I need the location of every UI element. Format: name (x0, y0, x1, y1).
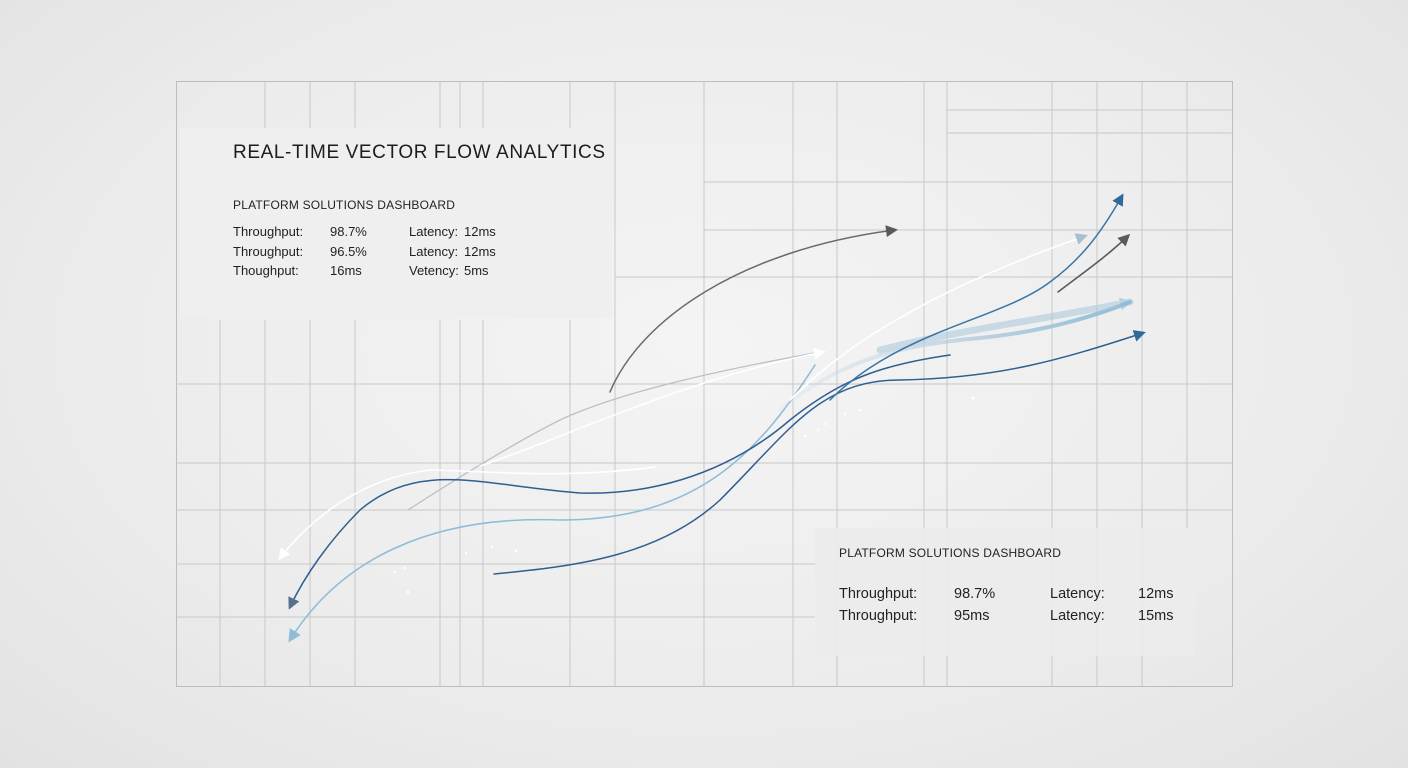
info-panel-backdrop (180, 128, 612, 318)
metric-label: Latency: (409, 224, 459, 239)
particle (816, 428, 820, 432)
metric-label: Throughput: (839, 608, 918, 624)
particle (464, 551, 468, 555)
flow-ribbon-light-blue (778, 300, 1132, 412)
flow-line-faint-gray (407, 351, 821, 511)
panel-subtitle: PLATFORM SOLUTIONS DASHBOARD (233, 198, 456, 212)
grid (176, 81, 1233, 687)
particle (803, 434, 807, 438)
metric-label: Vetency: (409, 263, 459, 278)
particle-dots (393, 396, 975, 594)
metric-value: 12ms (464, 224, 496, 239)
flow-line-white-reverse (278, 466, 656, 561)
panel-subtitle: PLATFORM SOLUTIONS DASHBOARD (839, 546, 1062, 560)
metric-label: Thoughput: (233, 263, 299, 278)
metric-value: 16ms (330, 263, 362, 278)
particle (971, 396, 975, 400)
metric-value: 95ms (954, 608, 990, 624)
metric-value: 98.7% (954, 586, 996, 602)
metric-value: 96.5% (330, 244, 367, 259)
page-title: REAL-TIME VECTOR FLOW ANALYTICS (233, 142, 606, 163)
info-panel-backdrop-secondary (815, 528, 1195, 656)
metric-value: 98.7% (330, 224, 367, 239)
particle (490, 545, 494, 549)
secondary-info-panel: PLATFORM SOLUTIONS DASHBOARD Throughput:… (815, 528, 1195, 658)
flow-vectors (278, 193, 1146, 643)
particle (406, 590, 410, 594)
metric-label: Latency: (409, 244, 459, 259)
particle (843, 412, 847, 416)
particle (824, 422, 828, 426)
flow-line-blue-steep (829, 193, 1124, 401)
flow-ribbon-light-blue-upper (876, 297, 1134, 354)
flow-line-dark-blue-main (493, 330, 1146, 575)
flow-line-dark-gray-short (1057, 233, 1131, 293)
flow-line-white-upper (789, 233, 1088, 401)
particle (858, 408, 862, 412)
metric-label: Latency: (1050, 586, 1105, 602)
metric-label: Throughput: (233, 244, 304, 259)
particle (514, 549, 518, 553)
particle (393, 570, 397, 574)
flow-line-gray-arc (609, 225, 898, 393)
primary-info-panel: REAL-TIME VECTOR FLOW ANALYTICS PLATFORM… (180, 128, 610, 308)
metric-label: Throughput: (233, 224, 304, 239)
flow-line-white-straight (479, 347, 826, 467)
metric-label: Throughput: (839, 586, 918, 602)
metric-value: 15ms (1138, 608, 1174, 624)
metric-value: 12ms (1138, 586, 1174, 602)
metric-label: Latency: (1050, 608, 1105, 624)
metric-value: 12ms (464, 244, 496, 259)
metric-value: 5ms (464, 263, 489, 278)
particle (403, 566, 407, 570)
flow-line-dark-blue-left (288, 354, 951, 610)
flow-line-light-blue-left (288, 364, 816, 643)
